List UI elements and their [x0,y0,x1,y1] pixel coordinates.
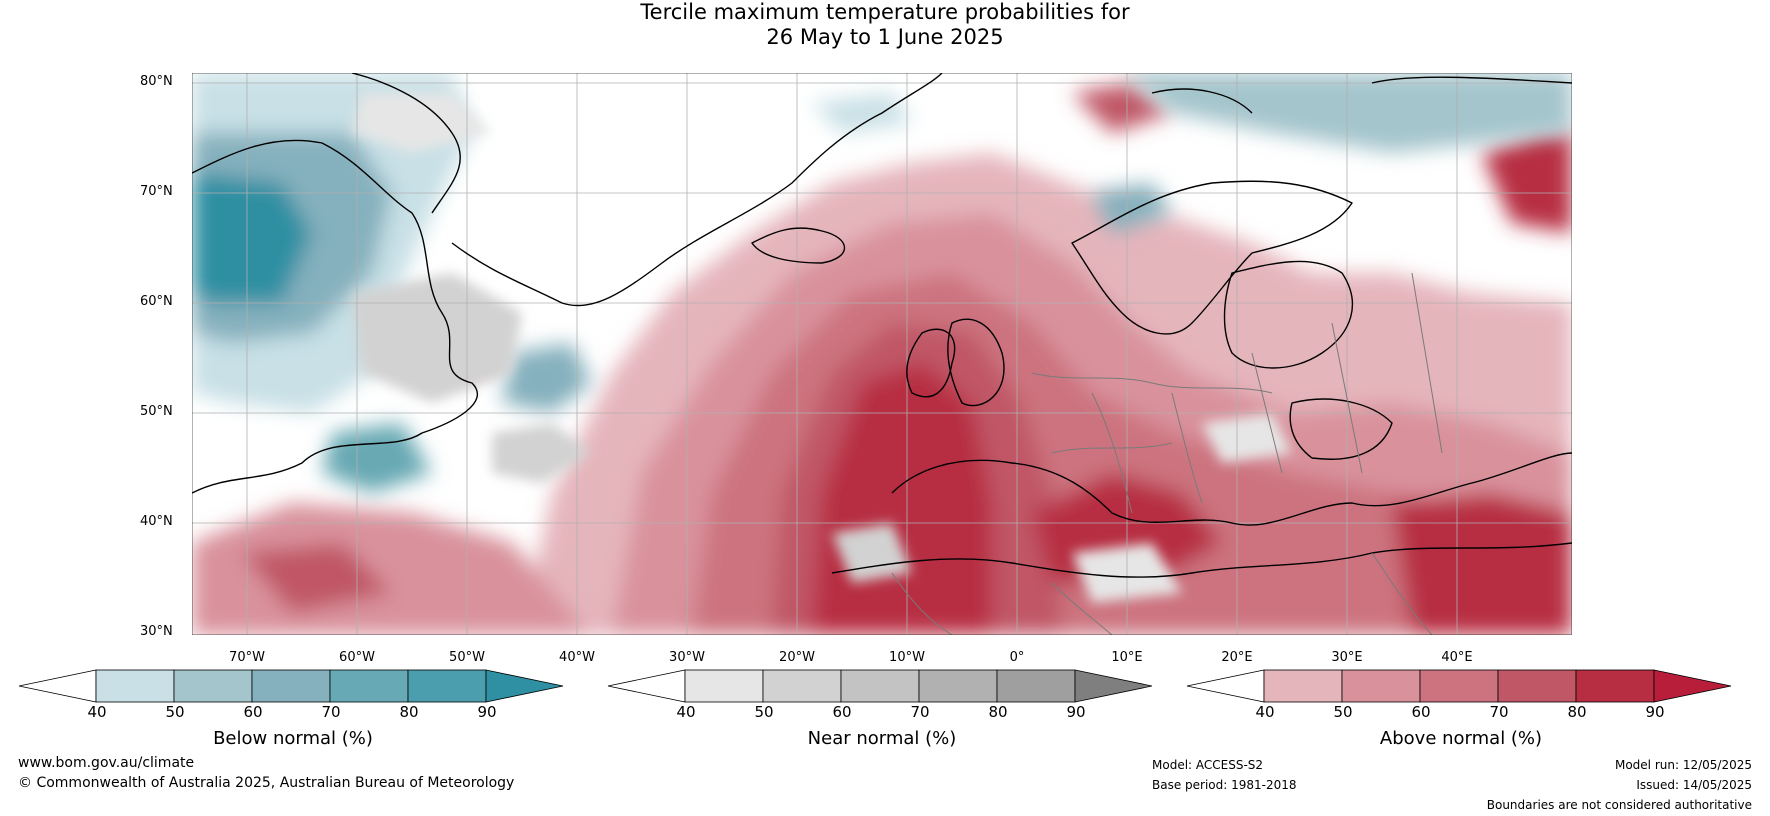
colorbar-extend-low [607,669,686,703]
lon-label-60w: 60°W [339,650,375,665]
lon-label-70w: 70°W [229,650,265,665]
colorbar-extend-high [485,669,564,703]
lon-label-30w: 30°W [669,650,705,665]
cb-above-tick: 70 [1489,703,1509,721]
lat-label-60n: 60°N [140,294,173,309]
colorbar-extend-high [1653,669,1732,703]
model-run-text: Model run: 12/05/2025 [1614,758,1752,772]
colorbar-segment [762,669,842,703]
copyright-text: © Commonwealth of Australia 2025, Austra… [18,775,515,791]
cb-near-tick: 80 [988,703,1008,721]
colorbar-segment [1263,669,1343,703]
near-normal-field [352,93,1292,603]
cb-near-tick: 90 [1066,703,1086,721]
cb-near-tick: 60 [832,703,852,721]
lon-label-0: 0° [1009,650,1025,665]
website-link[interactable]: www.bom.gov.au/climate [18,755,195,771]
lon-label-20w: 20°W [779,650,815,665]
lat-label-50n: 50°N [140,404,173,419]
cb-near-tick: 40 [676,703,696,721]
colorbar-segment [251,669,331,703]
lat-label-70n: 70°N [140,184,173,199]
colorbar-near [607,669,1153,703]
cb-below-tick: 80 [399,703,419,721]
lon-label-10e: 10°E [1111,650,1143,665]
colorbar-near-title: Near normal (%) [807,728,957,749]
probability-map [192,73,1572,635]
lon-label-40e: 40°E [1441,650,1473,665]
colorbar-segment [1575,669,1655,703]
cb-below-tick: 70 [321,703,341,721]
colorbar-below-title: Below normal (%) [213,728,373,749]
cb-below-tick: 50 [165,703,185,721]
colorbar-segment [840,669,920,703]
base-period-text: Base period: 1981-2018 [1152,778,1297,792]
colorbar-extend-low [18,669,97,703]
lon-label-20e: 20°E [1221,650,1253,665]
colorbar-segment [95,669,175,703]
colorbar-above-segments [1186,669,1732,703]
colorbar-extend-high [1074,669,1153,703]
lon-label-30e: 30°E [1331,650,1363,665]
lat-label-40n: 40°N [140,514,173,529]
cb-below-tick: 90 [477,703,497,721]
map-title: Tercile maximum temperature probabilitie… [0,0,1770,50]
colorbar-segment [1341,669,1421,703]
cb-above-tick: 40 [1255,703,1275,721]
colorbar-below-segments [18,669,564,703]
cb-above-tick: 60 [1411,703,1431,721]
issued-text: Issued: 14/05/2025 [1636,778,1752,792]
lon-label-40w: 40°W [559,650,595,665]
cb-above-tick: 50 [1333,703,1353,721]
colorbar-segment [918,669,998,703]
country-borders [891,272,1443,635]
colorbar-extend-low [1186,669,1265,703]
map-svg [192,73,1572,635]
cb-below-tick: 40 [87,703,107,721]
above-normal-field [192,83,1572,635]
cb-below-tick: 60 [243,703,263,721]
colorbar-segment [996,669,1076,703]
coastlines [192,73,1572,578]
model-text: Model: ACCESS-S2 [1152,758,1264,772]
graticule [192,73,1572,635]
lat-label-80n: 80°N [140,74,173,89]
colorbar-above-title: Above normal (%) [1379,728,1543,749]
colorbar-segment [173,669,253,703]
colorbar-segment [329,669,409,703]
cb-near-tick: 70 [910,703,930,721]
title-line-2: 26 May to 1 June 2025 [766,25,1004,49]
lon-label-50w: 50°W [449,650,485,665]
cb-above-tick: 90 [1645,703,1665,721]
colorbar-segment [407,669,487,703]
colorbar-below [18,669,564,703]
lat-label-30n: 30°N [140,624,173,639]
colorbar-above [1186,669,1732,703]
colorbar-near-segments [607,669,1153,703]
colorbar-segment [1419,669,1499,703]
lon-label-10w: 10°W [889,650,925,665]
disclaimer-text: Boundaries are not considered authoritat… [1486,798,1752,812]
colorbar-segment [684,669,764,703]
colorbar-segment [1497,669,1577,703]
title-line-1: Tercile maximum temperature probabilitie… [640,0,1130,24]
cb-above-tick: 80 [1567,703,1587,721]
cb-near-tick: 50 [754,703,774,721]
